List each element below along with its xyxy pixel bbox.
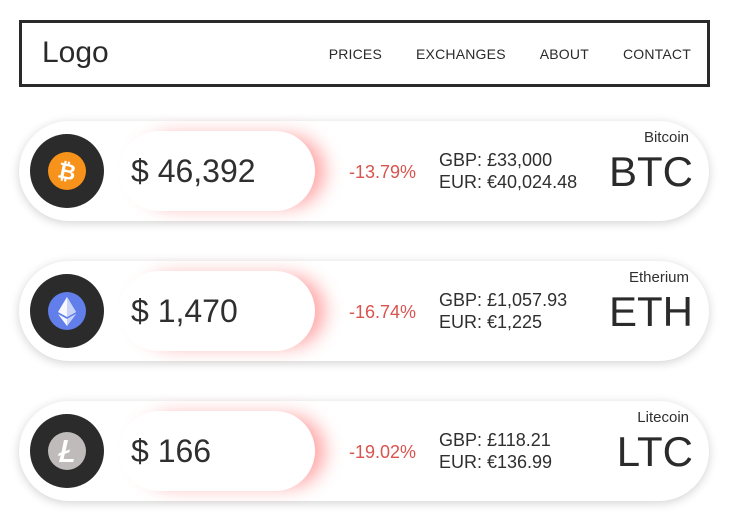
coin-card-btc[interactable]: ₿ $ 46,392 -13.79% GBP: £33,000 EUR: €40… xyxy=(19,121,709,221)
coin-ticker: BTC xyxy=(609,148,693,195)
ethereum-icon xyxy=(48,292,86,330)
nav-link-about[interactable]: ABOUT xyxy=(539,45,589,62)
eur-price: EUR: €136.99 xyxy=(439,452,553,472)
svg-text:₿: ₿ xyxy=(55,158,78,186)
gbp-price: GBP: £118.21 xyxy=(439,430,551,450)
main-nav: PRICES EXCHANGES ABOUT CONTACT xyxy=(295,23,691,84)
site-header: Logo PRICES EXCHANGES ABOUT CONTACT xyxy=(19,20,710,87)
usd-price: $ 1,470 xyxy=(131,293,238,329)
bitcoin-icon: ₿ xyxy=(48,152,86,190)
nav-link-contact[interactable]: CONTACT xyxy=(622,45,691,62)
coin-ticker: LTC xyxy=(616,428,693,475)
nav-link-prices[interactable]: PRICES xyxy=(328,45,383,62)
coin-badge xyxy=(30,414,104,488)
litecoin-icon xyxy=(48,432,86,470)
fiat-prices: GBP: £118.21 EUR: €136.99 xyxy=(439,429,552,473)
coin-card-eth[interactable]: $ 1,470 -16.74% GBP: £1,057.93 EUR: €1,2… xyxy=(19,261,709,361)
usd-price: $ 166 xyxy=(131,433,212,469)
eur-price: EUR: €1,225 xyxy=(439,312,543,332)
eur-price: EUR: €40,024.48 xyxy=(439,172,578,192)
price-change: -13.79% xyxy=(349,162,417,182)
nav-link-exchanges[interactable]: EXCHANGES xyxy=(416,45,506,62)
usd-price-pill: $ 46,392 xyxy=(119,131,315,211)
coin-name: Bitcoin xyxy=(643,129,689,146)
fiat-prices: GBP: £33,000 EUR: €40,024.48 xyxy=(439,149,577,193)
usd-price-pill: $ 166 xyxy=(119,411,315,491)
price-change: -16.74% xyxy=(349,302,417,322)
usd-price: $ 46,392 xyxy=(131,153,256,189)
coin-ticker: ETH xyxy=(609,288,693,335)
logo[interactable]: Logo xyxy=(42,36,109,69)
gbp-price: GBP: £1,057.93 xyxy=(439,290,568,310)
fiat-prices: GBP: £1,057.93 EUR: €1,225 xyxy=(439,289,567,333)
coin-name: Etherium xyxy=(628,269,689,286)
usd-price-pill: $ 1,470 xyxy=(119,271,315,351)
coin-name: Litecoin xyxy=(637,409,689,426)
gbp-price: GBP: £33,000 xyxy=(439,150,553,170)
coin-card-ltc[interactable]: $ 166 -19.02% GBP: £118.21 EUR: €136.99 … xyxy=(19,401,709,501)
price-change: -19.02% xyxy=(349,442,417,462)
coin-badge xyxy=(30,274,104,348)
coin-badge: ₿ xyxy=(30,134,104,208)
